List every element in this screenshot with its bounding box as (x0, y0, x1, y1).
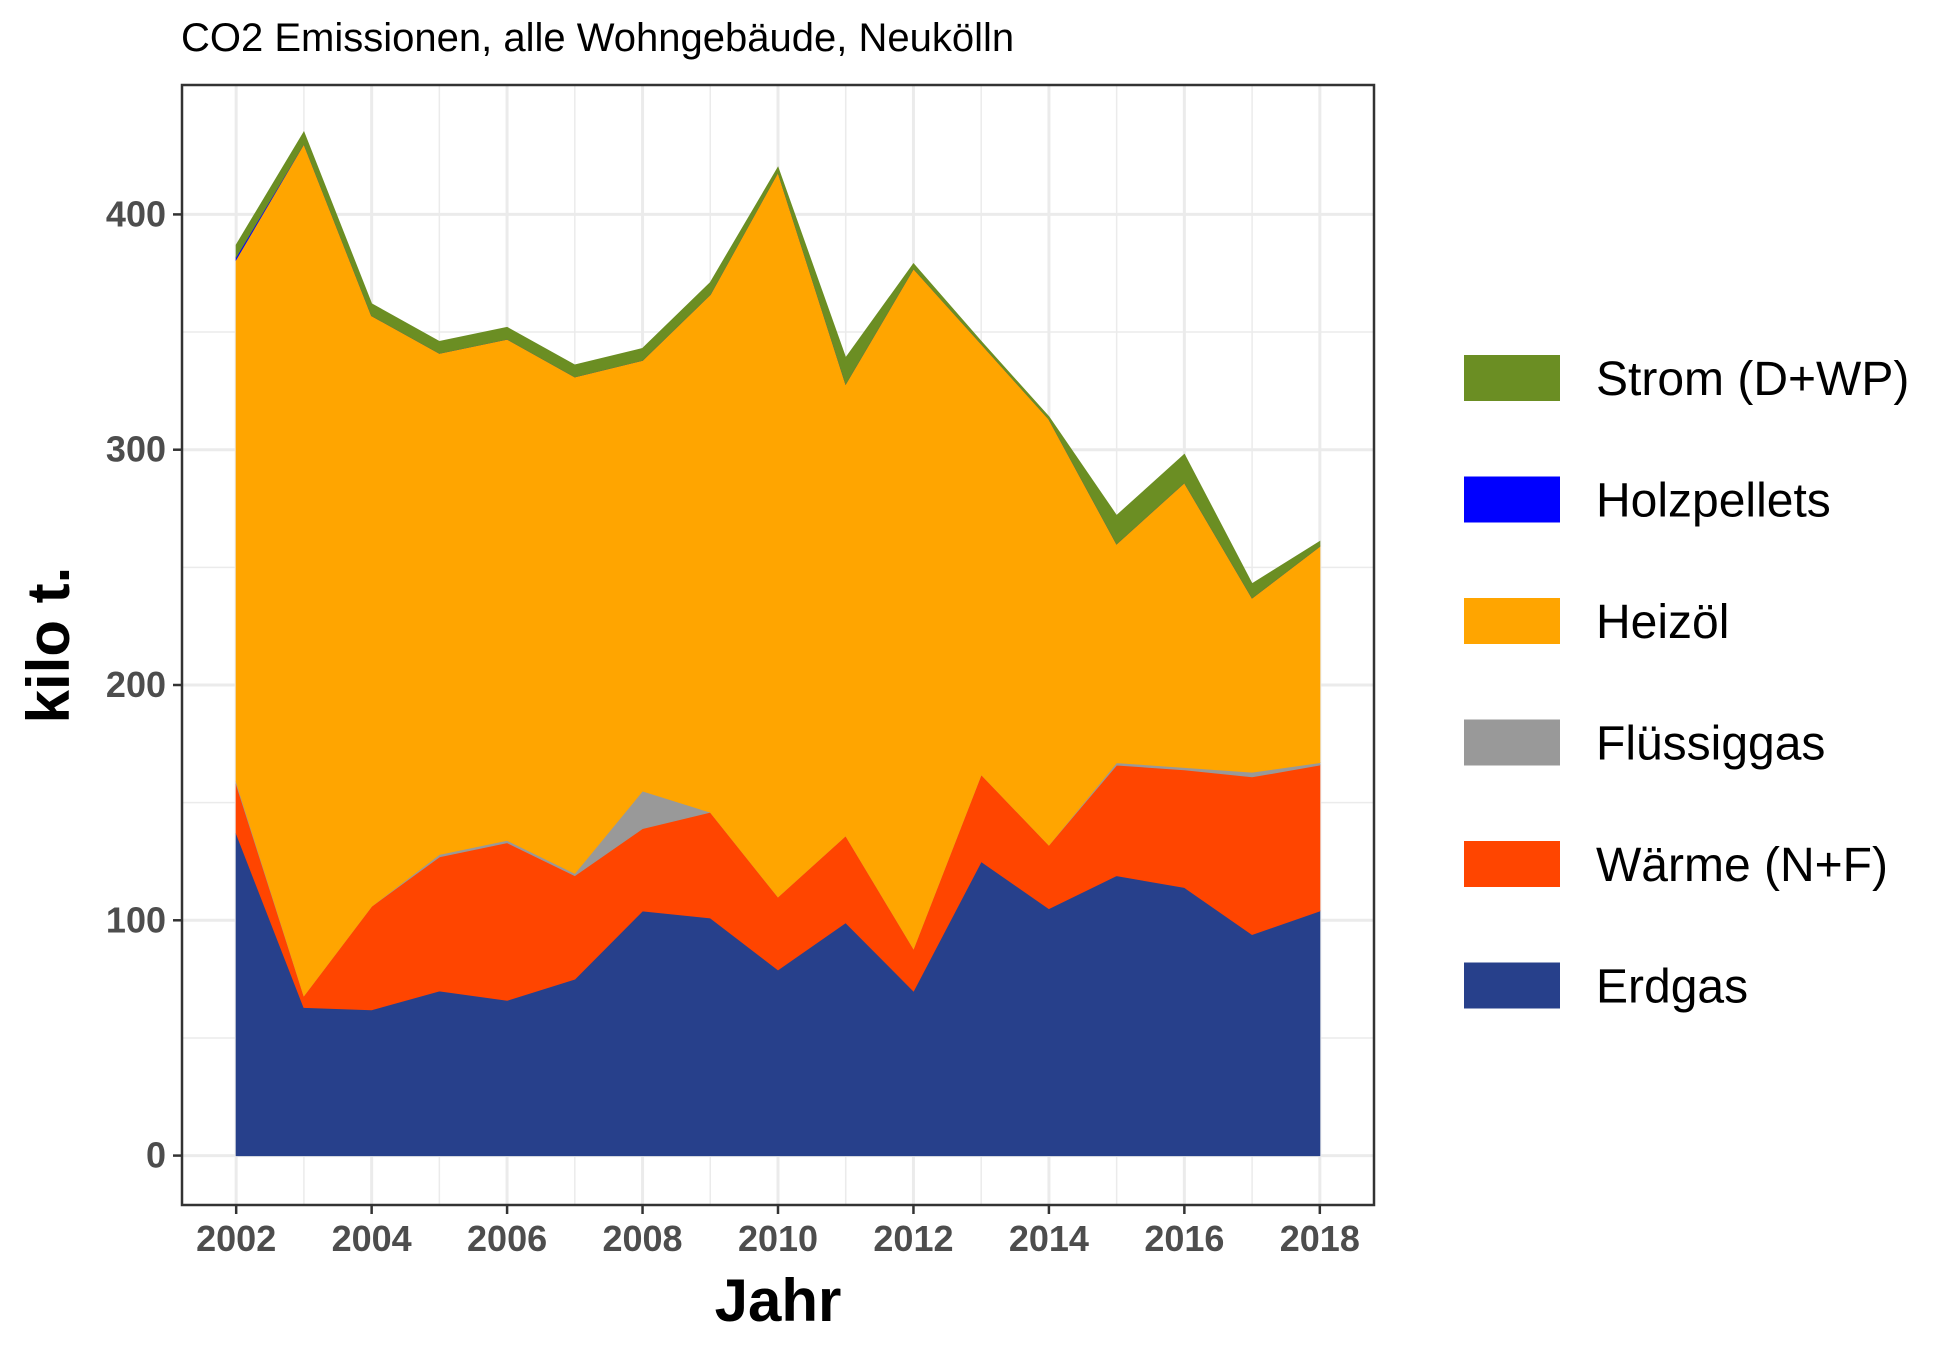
legend-swatch-erdgas (1464, 962, 1560, 1009)
x-tick-label: 2002 (196, 1218, 276, 1259)
legend-swatch-holzpellets (1464, 476, 1560, 523)
x-tick-label: 2014 (1009, 1218, 1089, 1259)
y-axis: 0 100 200 300 400 (106, 193, 182, 1176)
y-tick-label: 400 (106, 193, 166, 234)
y-tick-label: 300 (106, 429, 166, 470)
legend-label-heizoel: Heizöl (1596, 596, 1729, 649)
x-tick-label: 2016 (1144, 1218, 1224, 1259)
legend-swatch-heizoel (1464, 598, 1560, 644)
x-axis-title: Jahr (715, 1267, 842, 1334)
legend-swatch-strom-d-wp (1464, 355, 1560, 401)
x-tick-label: 2010 (738, 1218, 818, 1259)
legend-label-waerme-n-f: Wärme (N+F) (1596, 839, 1888, 892)
x-tick-label: 2006 (467, 1218, 547, 1259)
legend-swatch-waerme-n-f (1464, 841, 1560, 887)
y-tick-label: 200 (106, 664, 166, 705)
legend-label-strom-d-wp: Strom (D+WP) (1596, 353, 1909, 406)
legend-label-fluessiggas: Flüssiggas (1596, 718, 1825, 771)
x-tick-label: 2018 (1280, 1218, 1360, 1259)
area-strom-d-wp (235, 130, 1321, 599)
legend: Strom (D+WP) Holzpellets Heizöl Flüssiggas W… (1464, 353, 1909, 1014)
x-tick-label: 2004 (332, 1218, 412, 1259)
y-tick-label: 0 (146, 1135, 166, 1176)
chart-title: CO2 Emissionen, alle Wohngebäude, Neuköl… (181, 16, 1014, 60)
legend-label-erdgas: Erdgas (1596, 961, 1748, 1014)
y-axis-title: kilo t. (15, 567, 82, 724)
area-layers (235, 130, 1321, 1157)
y-tick-label: 100 (106, 899, 166, 940)
x-tick-label: 2012 (873, 1218, 953, 1259)
x-axis: 2002 2004 2006 2008 2010 2012 2014 2016 2018 (196, 1205, 1360, 1259)
legend-swatch-fluessiggas (1464, 719, 1560, 766)
legend-label-holzpellets: Holzpellets (1596, 475, 1831, 528)
x-tick-label: 2008 (602, 1218, 682, 1259)
